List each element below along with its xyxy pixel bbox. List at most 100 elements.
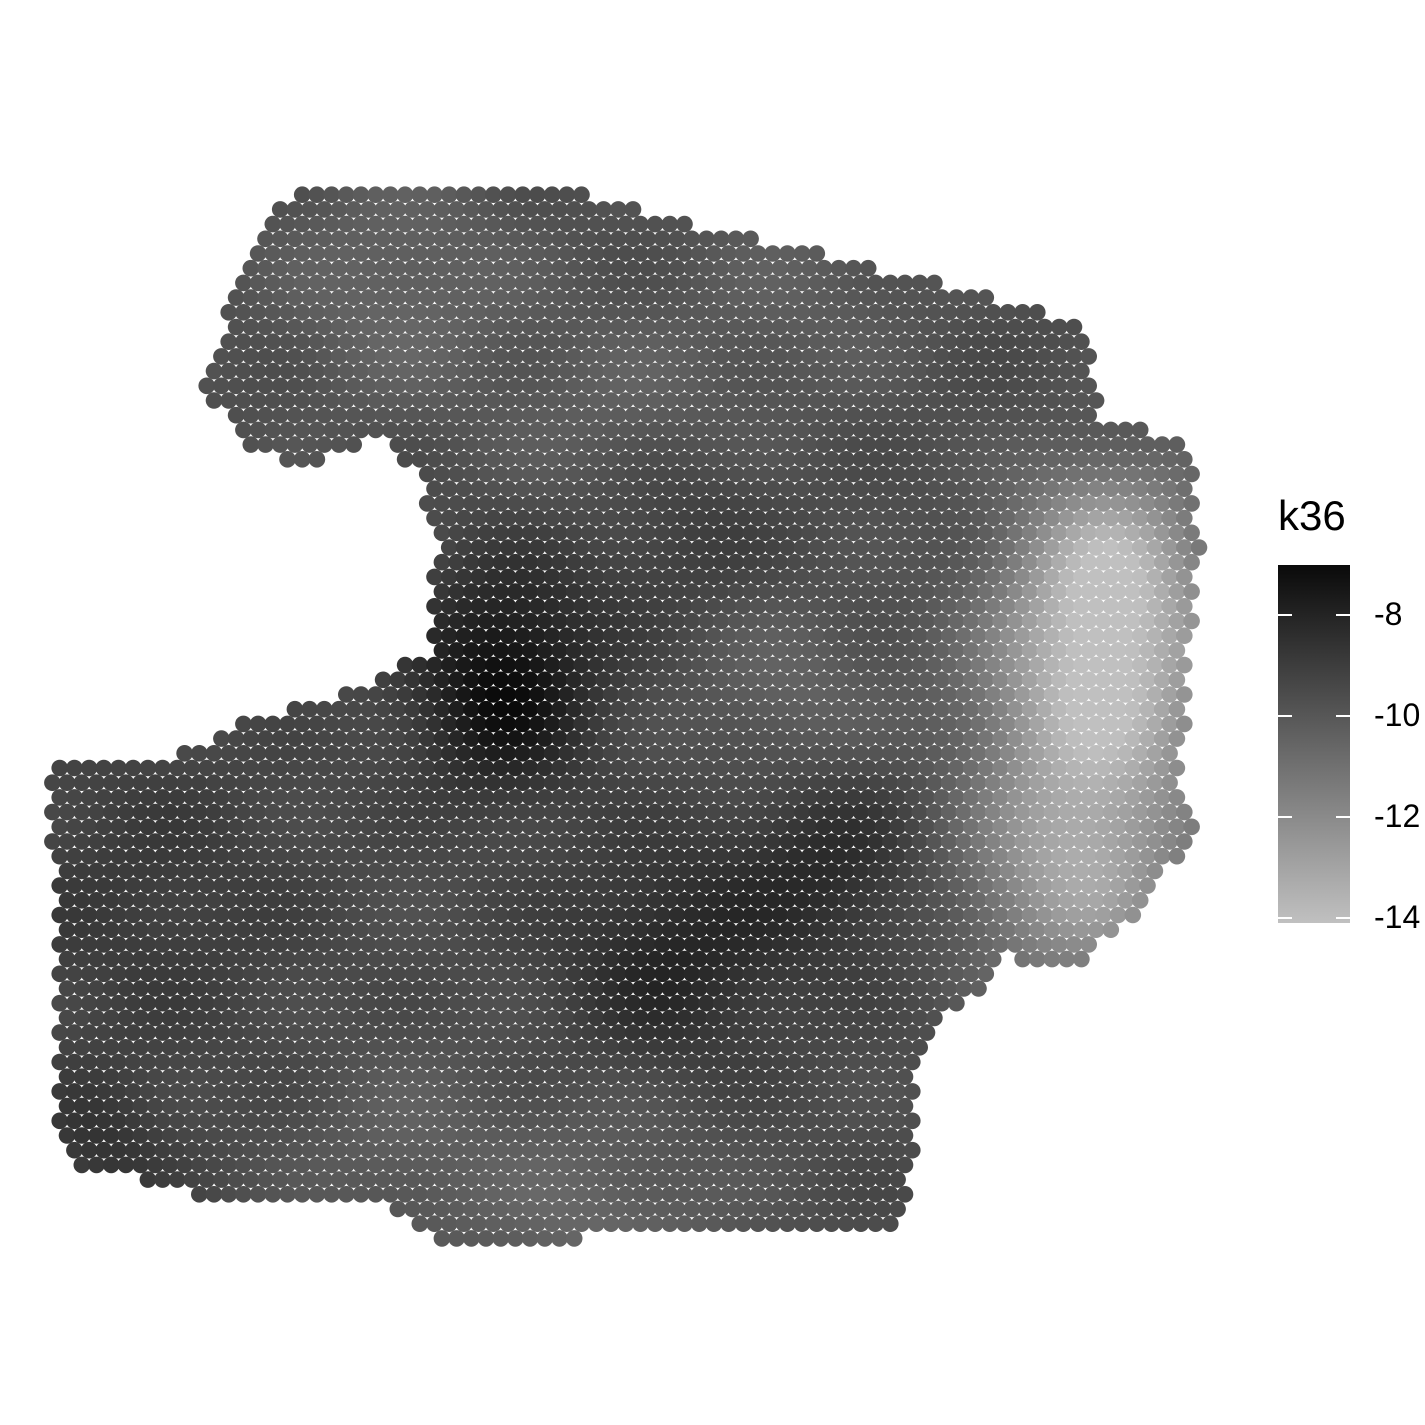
- spot: [220, 1127, 237, 1144]
- spot: [345, 936, 363, 953]
- spot: [448, 1230, 465, 1247]
- spot: [293, 245, 311, 262]
- spot: [962, 759, 980, 777]
- spot: [470, 333, 487, 351]
- spot: [293, 1186, 311, 1203]
- spot: [918, 936, 936, 953]
- spot: [308, 1068, 326, 1085]
- spot: [823, 421, 840, 439]
- spot: [191, 803, 208, 821]
- spot: [918, 406, 936, 424]
- spot: [573, 392, 590, 409]
- spot: [845, 524, 862, 542]
- spot: [690, 509, 708, 527]
- spot: [249, 1127, 267, 1144]
- spot: [610, 671, 627, 689]
- spot: [602, 598, 620, 615]
- spot: [1073, 509, 1090, 527]
- spot: [1095, 495, 1112, 512]
- spot: [617, 451, 634, 468]
- spot: [176, 803, 193, 821]
- spot: [536, 1024, 554, 1041]
- spot: [323, 215, 340, 233]
- spot: [279, 362, 296, 380]
- spot: [690, 1097, 708, 1115]
- spot: [940, 568, 958, 586]
- spot: [360, 994, 377, 1012]
- spot: [793, 686, 811, 703]
- spot: [602, 333, 620, 351]
- spot: [889, 612, 906, 630]
- spot: [683, 465, 701, 483]
- spot: [999, 392, 1017, 409]
- spot: [1109, 877, 1127, 894]
- spot: [521, 436, 539, 453]
- spot: [1014, 774, 1031, 791]
- spot: [227, 1053, 245, 1071]
- spot: [1131, 539, 1149, 556]
- spot: [536, 495, 554, 512]
- spot: [602, 833, 620, 850]
- spot: [992, 642, 1009, 659]
- spot: [654, 877, 671, 894]
- spot: [808, 1009, 826, 1027]
- spot: [345, 348, 363, 365]
- spot: [896, 539, 914, 556]
- spot: [411, 686, 429, 703]
- spot: [147, 774, 164, 791]
- spot: [338, 921, 355, 938]
- spot: [323, 1186, 340, 1203]
- spot: [661, 392, 679, 409]
- spot: [904, 289, 921, 306]
- spot: [404, 877, 421, 894]
- spot: [874, 465, 892, 483]
- spot: [88, 921, 105, 938]
- spot: [705, 274, 723, 292]
- spot: [654, 642, 671, 659]
- spot: [712, 818, 730, 836]
- spot: [308, 892, 326, 909]
- spot: [463, 1053, 480, 1071]
- spot: [602, 1039, 620, 1056]
- spot: [705, 1156, 723, 1174]
- spot: [521, 524, 539, 542]
- spot: [169, 1141, 186, 1159]
- spot: [698, 348, 715, 365]
- spot: [1043, 774, 1061, 791]
- spot: [573, 1186, 590, 1203]
- spot: [455, 833, 473, 850]
- spot: [536, 553, 554, 571]
- spot: [830, 524, 848, 542]
- spot: [867, 980, 884, 997]
- spot: [330, 1112, 348, 1130]
- spot: [418, 377, 436, 395]
- spot: [926, 921, 943, 938]
- spot: [102, 1156, 120, 1174]
- spot: [198, 936, 215, 953]
- spot: [565, 259, 583, 277]
- spot: [852, 274, 870, 292]
- spot: [565, 759, 583, 777]
- spot: [1080, 818, 1097, 836]
- spot: [1058, 392, 1075, 409]
- spot: [1124, 730, 1142, 747]
- spot: [595, 965, 612, 983]
- spot: [573, 1097, 590, 1115]
- spot: [1014, 392, 1031, 409]
- spot: [764, 627, 781, 644]
- spot: [191, 1156, 208, 1174]
- spot: [786, 377, 803, 395]
- spot: [970, 362, 987, 380]
- spot: [382, 1186, 399, 1203]
- spot: [191, 1009, 208, 1027]
- spot: [595, 1141, 612, 1159]
- spot: [235, 892, 252, 909]
- spot: [808, 715, 826, 733]
- spot: [698, 965, 715, 983]
- spot: [632, 568, 649, 586]
- spot: [742, 583, 759, 600]
- spot: [882, 1097, 899, 1115]
- spot: [882, 1186, 899, 1203]
- spot: [1087, 568, 1105, 586]
- spot: [521, 1112, 539, 1130]
